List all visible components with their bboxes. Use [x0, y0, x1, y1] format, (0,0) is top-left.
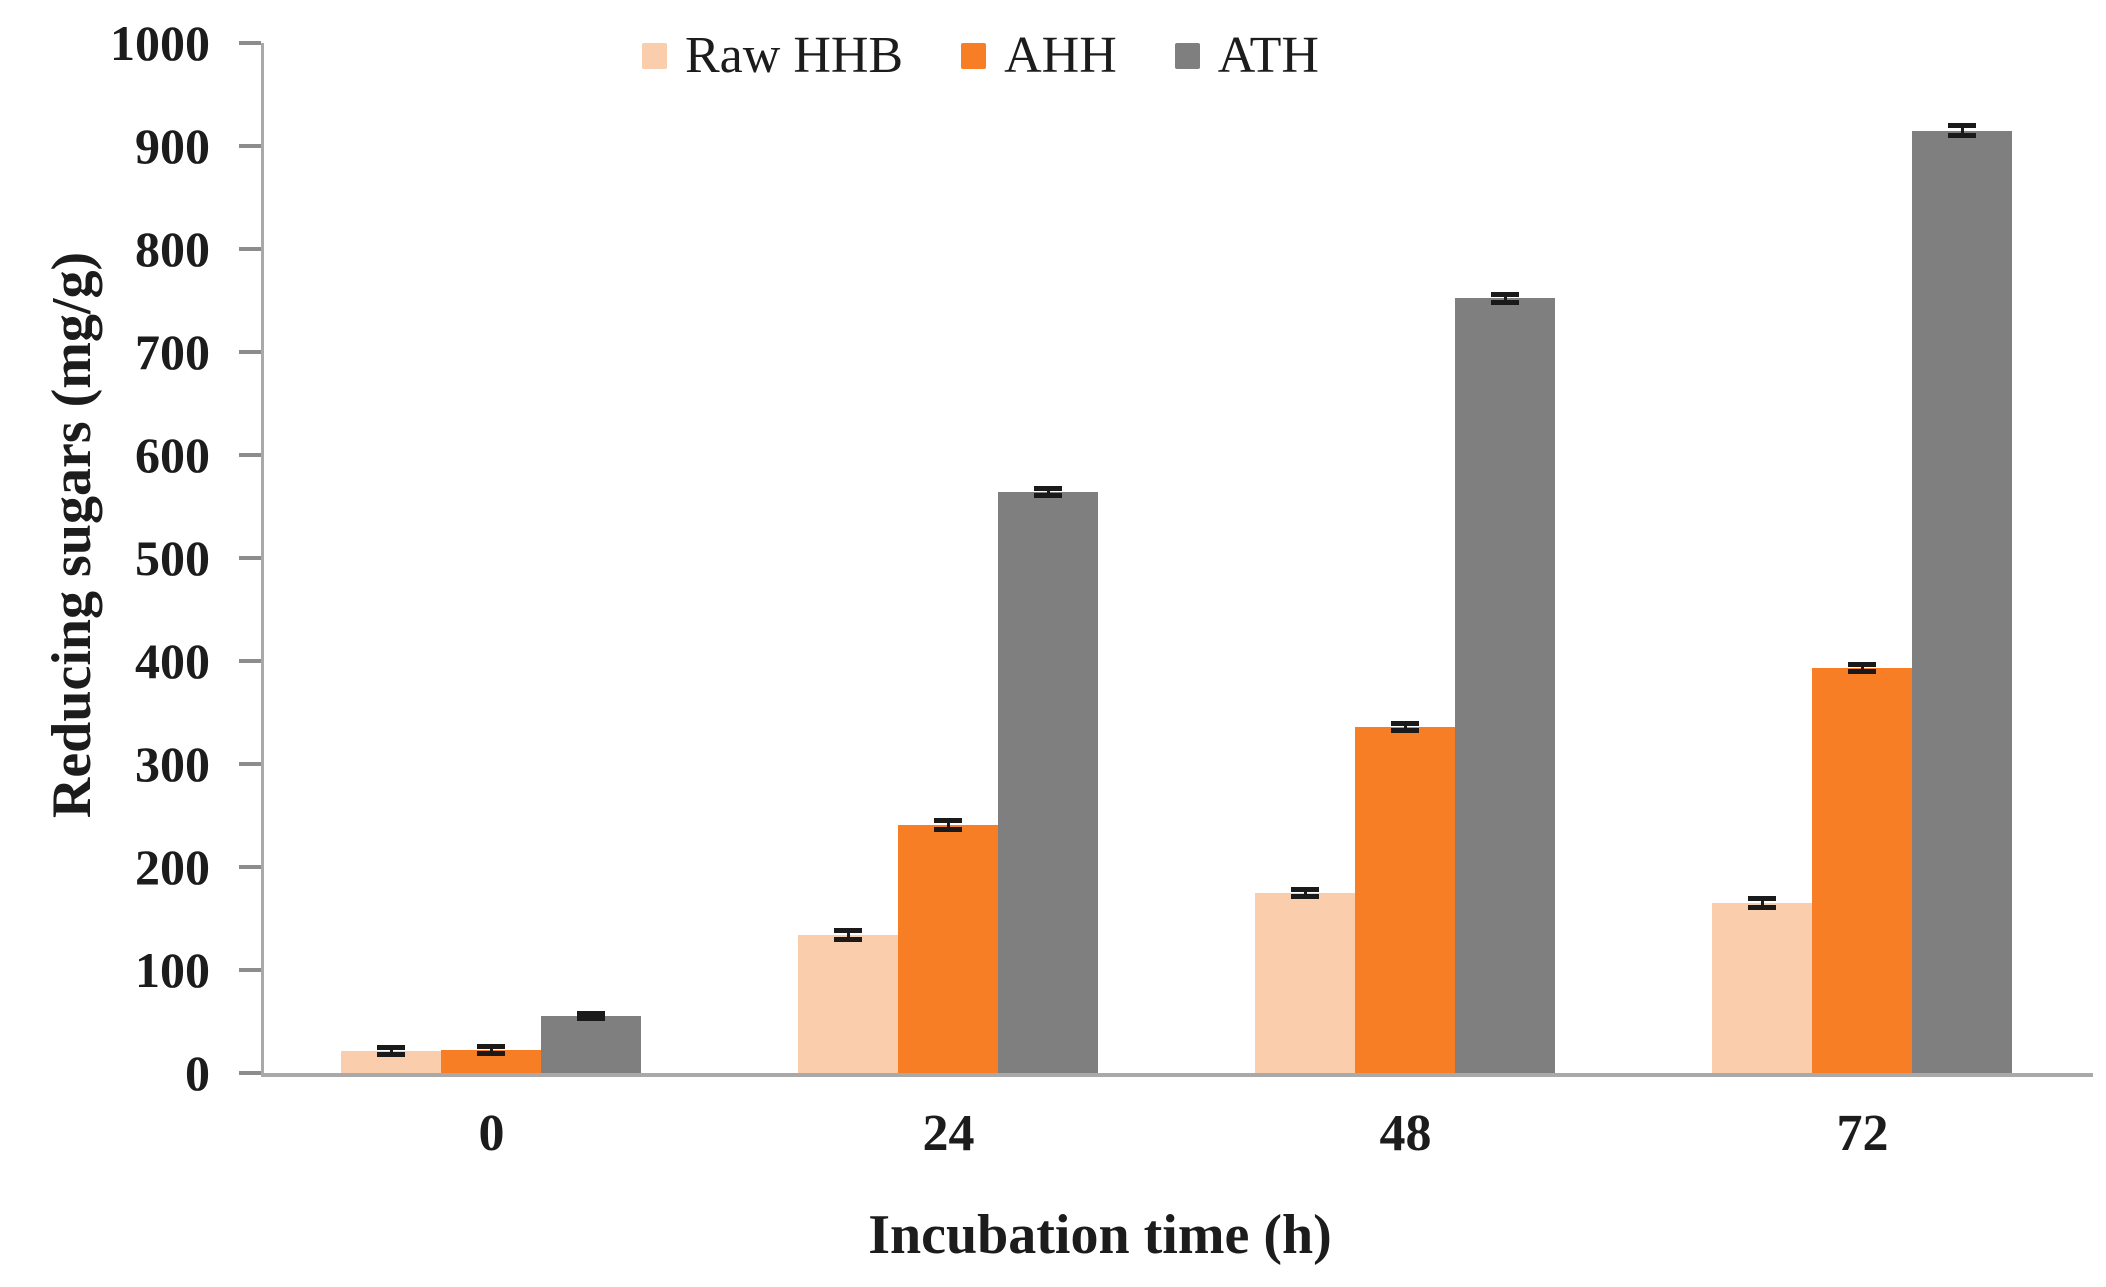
error-bar-cap-bottom-ath-48	[1491, 299, 1519, 305]
y-tick-label-1000: 1000	[110, 15, 210, 71]
y-tick-label-800: 800	[135, 221, 210, 277]
legend-label-raw-hhb: Raw HHB	[685, 27, 904, 84]
bar-ath-0	[541, 1016, 641, 1073]
error-bar-cap-top-ath-48	[1491, 292, 1519, 298]
legend-swatch-raw-hhb	[642, 43, 667, 69]
error-bar-raw-hhb-72	[1760, 897, 1764, 909]
error-bar-raw-hhb-24	[846, 929, 850, 941]
x-axis-line	[261, 1073, 2093, 1077]
error-bar-cap-bottom-ath-72	[1948, 132, 1976, 138]
legend-swatch-ath	[1174, 43, 1200, 69]
bar-ahh-48	[1355, 726, 1455, 1073]
bar-raw-hhb-24	[798, 934, 898, 1073]
legend-label-ahh: AHH	[1004, 27, 1117, 84]
error-bar-ahh-24	[946, 819, 950, 830]
bar-raw-hhb-0	[341, 1051, 441, 1073]
y-tick-mark-400	[239, 659, 261, 663]
bar-ath-72	[1912, 130, 2012, 1073]
bar-ath-24	[998, 492, 1098, 1073]
x-tick-label-48: 48	[1379, 1105, 1432, 1162]
error-bar-cap-bottom-raw-hhb-72	[1748, 905, 1776, 911]
y-tick-mark-600	[239, 453, 261, 457]
error-bar-ahh-0	[489, 1046, 493, 1055]
error-bar-cap-bottom-ahh-0	[477, 1051, 505, 1057]
legend: Raw HHB AHH ATH	[642, 30, 1319, 82]
error-bar-cap-top-raw-hhb-0	[377, 1045, 405, 1051]
y-tick-mark-1000	[239, 41, 261, 45]
error-bar-cap-bottom-ath-24	[1034, 493, 1062, 499]
legend-swatch-ahh	[961, 43, 987, 69]
error-bar-ahh-72	[1860, 664, 1864, 673]
legend-label-ath: ATH	[1217, 27, 1319, 84]
x-tick-label-0: 0	[478, 1105, 505, 1162]
error-bar-cap-top-ahh-48	[1391, 720, 1419, 726]
y-tick-mark-300	[239, 762, 261, 766]
y-tick-label-300: 300	[135, 736, 210, 792]
plot-area	[239, 41, 2093, 1077]
error-bar-cap-top-ahh-24	[934, 817, 962, 823]
bar-ath-48	[1455, 298, 1555, 1073]
error-bar-cap-bottom-ath-0	[577, 1016, 605, 1022]
error-bar-cap-bottom-raw-hhb-48	[1291, 893, 1319, 899]
error-bar-cap-bottom-ahh-48	[1391, 728, 1419, 734]
error-bar-cap-bottom-raw-hhb-0	[377, 1052, 405, 1058]
x-tick-label-72: 72	[1836, 1105, 1889, 1162]
x-tick-label-24: 24	[922, 1105, 975, 1162]
error-bar-ath-24	[1046, 487, 1050, 497]
y-tick-label-600: 600	[135, 427, 210, 483]
y-tick-mark-800	[239, 247, 261, 251]
y-tick-label-200: 200	[135, 839, 210, 895]
error-bar-cap-bottom-raw-hhb-24	[834, 937, 862, 943]
y-axis-line	[261, 43, 264, 1073]
y-tick-label-900: 900	[135, 118, 210, 174]
y-tick-mark-0	[239, 1071, 261, 1075]
y-tick-mark-900	[239, 144, 261, 148]
y-tick-mark-500	[239, 556, 261, 560]
y-tick-label-700: 700	[135, 324, 210, 380]
y-tick-label-0: 0	[185, 1045, 210, 1101]
y-tick-label-500: 500	[135, 530, 210, 586]
error-bar-cap-top-ahh-0	[477, 1044, 505, 1050]
bar-ahh-0	[441, 1050, 541, 1073]
error-bar-ath-72	[1960, 125, 1964, 136]
error-bar-cap-top-ath-72	[1948, 123, 1976, 129]
error-bar-cap-top-raw-hhb-24	[834, 927, 862, 933]
error-bar-cap-bottom-ahh-72	[1848, 669, 1876, 675]
legend-item-ahh: AHH	[961, 30, 1117, 82]
bar-raw-hhb-72	[1712, 903, 1812, 1073]
error-bar-raw-hhb-0	[389, 1047, 393, 1056]
legend-item-raw-hhb: Raw HHB	[642, 30, 903, 82]
y-tick-mark-700	[239, 350, 261, 354]
bar-raw-hhb-48	[1255, 892, 1355, 1073]
y-tick-mark-100	[239, 968, 261, 972]
error-bar-cap-top-ahh-72	[1848, 662, 1876, 668]
error-bar-ath-0	[589, 1013, 593, 1020]
bar-ahh-72	[1812, 668, 1912, 1073]
error-bar-cap-bottom-ahh-24	[934, 826, 962, 832]
error-bar-cap-top-ath-24	[1034, 485, 1062, 491]
error-bar-cap-top-raw-hhb-72	[1748, 895, 1776, 901]
y-tick-mark-200	[239, 865, 261, 869]
error-bar-ath-48	[1503, 294, 1507, 303]
error-bar-cap-top-ath-0	[577, 1011, 605, 1017]
error-bar-ahh-48	[1403, 722, 1407, 732]
x-axis-title: Incubation time (h)	[868, 1204, 1332, 1266]
error-bar-raw-hhb-48	[1303, 888, 1307, 897]
bar-ahh-24	[898, 824, 998, 1073]
y-tick-label-100: 100	[135, 942, 210, 998]
y-tick-label-400: 400	[135, 633, 210, 689]
error-bar-cap-top-raw-hhb-48	[1291, 886, 1319, 892]
legend-item-ath: ATH	[1174, 27, 1319, 84]
